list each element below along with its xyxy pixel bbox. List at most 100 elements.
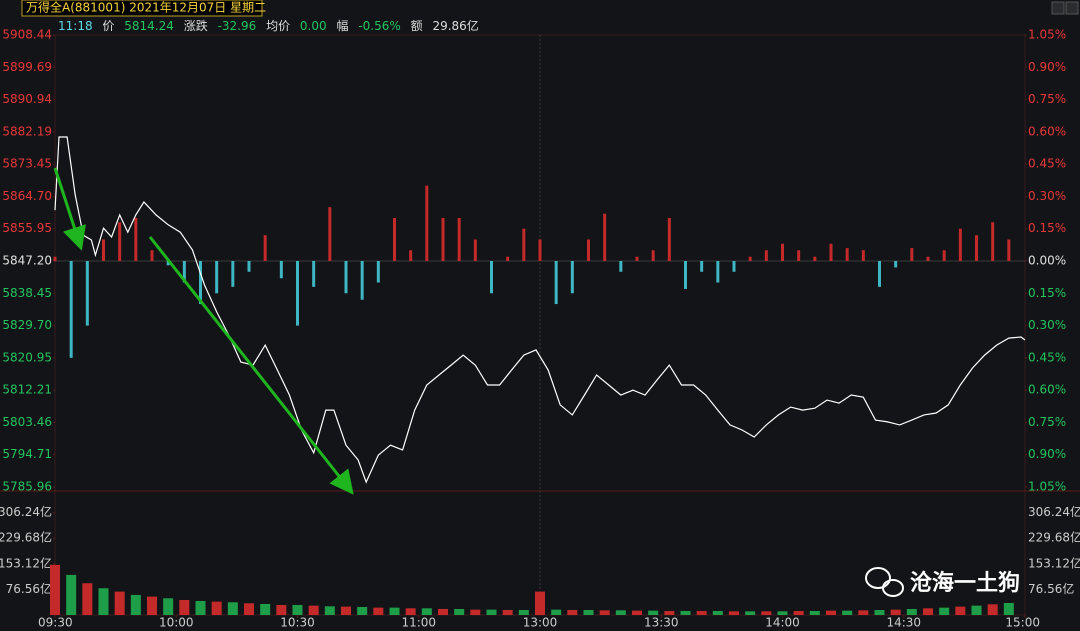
volume-bar <box>486 609 497 615</box>
breadth-bar <box>473 239 477 261</box>
x-tick-label: 14:00 <box>765 616 800 630</box>
volume-bar <box>308 605 319 615</box>
breadth-bar <box>716 261 720 283</box>
label: 涨跌 <box>184 18 208 33</box>
y2-tick-label: 0.15% <box>1028 286 1066 300</box>
volume-bar <box>260 603 271 615</box>
volume-bar <box>842 610 853 615</box>
breadth-bar <box>118 222 122 261</box>
price-line <box>54 136 1026 484</box>
volume-bar <box>680 610 691 615</box>
breadth-bar <box>829 243 833 261</box>
x-tick-label: 13:00 <box>523 616 558 630</box>
y2-tick-label: 0.75% <box>1028 92 1066 106</box>
title: 万得全A(881001) 2021年12月07日 星期二 <box>26 0 266 15</box>
volume-bar <box>648 610 659 615</box>
y2-tick-label: 0.30% <box>1028 318 1066 332</box>
y-tick-label: 5838.45 <box>2 286 52 300</box>
breadth-bar <box>651 250 655 261</box>
y-tick-label: 5899.69 <box>2 60 52 74</box>
breadth-bar <box>878 261 881 287</box>
breadth-bar <box>166 261 170 266</box>
volume-tick-label: 306.24亿 <box>1028 504 1080 519</box>
label: 均价 <box>266 19 290 33</box>
breadth-bar <box>85 261 89 326</box>
volume-bar <box>130 594 141 615</box>
annotation-arrow <box>53 167 86 251</box>
x-tick-label: 10:30 <box>280 616 315 630</box>
breadth-bar <box>845 248 849 261</box>
label: 额 <box>411 19 423 33</box>
y2-tick-label: 0.15% <box>1028 221 1066 235</box>
volume-bar <box>987 604 998 615</box>
button[interactable] <box>1065 1 1079 15</box>
breadth-bar <box>700 261 704 272</box>
volume-bar <box>858 610 869 615</box>
volume-tick-label: 76.56亿 <box>6 581 52 596</box>
y2-tick-label: 0.30% <box>1028 189 1066 203</box>
button[interactable] <box>1051 1 1065 15</box>
breadth-bar <box>328 207 332 261</box>
breadth-bar <box>926 256 930 261</box>
volume-bar <box>793 610 804 615</box>
volume-bar <box>502 609 513 615</box>
y-tick-label: 5847.20 <box>2 254 52 268</box>
breadth-bar <box>667 217 671 261</box>
breadth-bar <box>813 256 817 261</box>
x-tick-label: 13:30 <box>644 616 679 630</box>
value: 29.86亿 <box>432 18 478 33</box>
breadth-bar <box>134 217 138 261</box>
volume-bar <box>438 608 448 615</box>
y2-tick-label: 0.60% <box>1028 383 1066 397</box>
volume-bar <box>955 606 966 615</box>
volume-bar <box>470 609 481 615</box>
breadth-bar <box>570 261 574 294</box>
breadth-bar <box>296 261 299 326</box>
volume-bar <box>923 608 933 615</box>
volume-tick-label: 229.68亿 <box>0 530 52 545</box>
volume-bar <box>276 604 287 615</box>
volume-bar <box>211 601 222 615</box>
breadth-bar <box>376 261 380 283</box>
volume-bar <box>583 609 594 615</box>
y2-tick-label: 0.60% <box>1028 124 1066 138</box>
quote-line: 11:18 价 5814.24 涨跌 -32.96 均价 0.00 幅 -0.5… <box>58 18 479 33</box>
value: -0.56% <box>358 19 400 33</box>
label: 价 <box>102 19 114 33</box>
breadth-bar <box>360 261 364 300</box>
y2-tick-label: 0.45% <box>1028 350 1066 364</box>
volume-bar <box>551 609 562 615</box>
y-tick-label: 5794.71 <box>2 447 52 461</box>
y2-tick-label: 0.90% <box>1028 60 1066 74</box>
y2-tick-label: 0.00% <box>1028 254 1066 268</box>
volume-tick-label: 229.68亿 <box>1028 530 1080 545</box>
annotation-arrow <box>148 236 354 495</box>
volume-bar <box>518 609 529 615</box>
volume-bar <box>292 604 303 615</box>
breadth-bar <box>441 217 445 261</box>
breadth-bar <box>554 261 558 305</box>
breadth-bar <box>587 239 590 261</box>
value: 0.00 <box>300 19 327 33</box>
breadth-bar <box>797 250 801 261</box>
volume-bar <box>227 602 238 615</box>
time: 11:18 <box>58 19 93 33</box>
volume-bar <box>599 610 610 615</box>
volume-bar <box>712 610 723 615</box>
volume-bar <box>357 606 368 615</box>
volume-bar <box>939 607 950 615</box>
volume-bar <box>809 610 820 615</box>
y-tick-label: 5855.95 <box>2 221 52 235</box>
breadth-bar <box>69 261 73 358</box>
breadth-bar <box>263 235 267 261</box>
breadth-bar <box>344 261 348 294</box>
volume-bar <box>389 607 400 615</box>
volume-bar <box>874 609 885 615</box>
y-tick-label: 5908.44 <box>2 28 52 42</box>
y-tick-label: 5812.21 <box>2 383 52 397</box>
breadth-bar <box>247 261 251 272</box>
volume-bar <box>341 606 351 615</box>
volume-bar <box>729 611 739 615</box>
breadth-bar <box>490 261 493 294</box>
